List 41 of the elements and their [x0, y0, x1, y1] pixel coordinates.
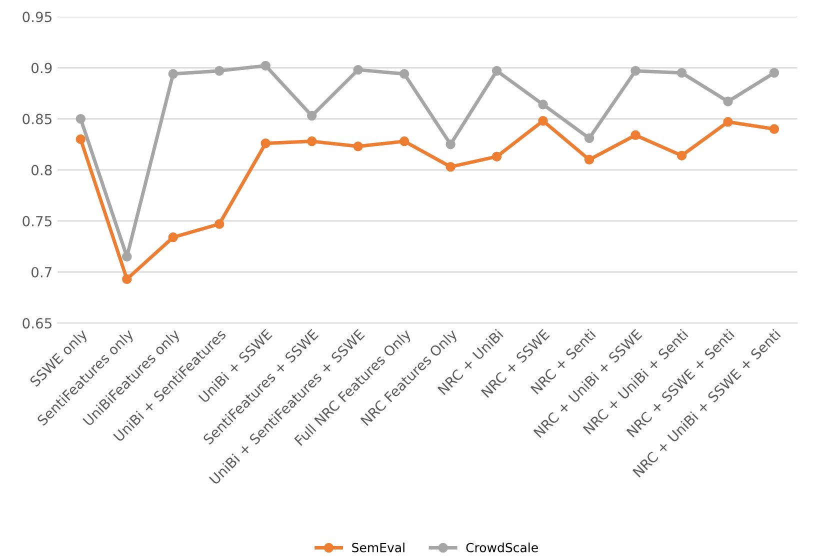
y-tick-label: 0.85 — [22, 114, 52, 124]
point — [630, 66, 640, 76]
point — [76, 114, 86, 124]
point — [723, 96, 733, 106]
point — [446, 139, 456, 150]
legend-label: SemEval — [352, 542, 404, 552]
point — [353, 64, 363, 75]
y-tick-label: 0.9 — [32, 62, 52, 74]
y-tick-label: 0.65 — [22, 318, 52, 329]
point — [214, 66, 224, 76]
point — [122, 274, 132, 284]
legend-label: CrowdScale — [466, 542, 538, 552]
point — [353, 142, 363, 152]
point — [630, 130, 640, 140]
point — [76, 134, 86, 144]
point — [168, 69, 178, 79]
point — [260, 138, 270, 148]
point — [168, 232, 178, 242]
point — [399, 69, 410, 79]
point — [260, 60, 270, 71]
point — [306, 110, 317, 121]
point — [584, 154, 594, 165]
point — [214, 219, 224, 229]
y-tick-label: 0.95 — [22, 12, 52, 22]
point — [723, 117, 733, 127]
y-tick-label: 0.75 — [22, 216, 52, 226]
y-tick-label: 0.8 — [32, 164, 52, 176]
point — [492, 152, 502, 162]
point — [538, 100, 548, 110]
point — [399, 136, 410, 146]
point — [122, 252, 132, 262]
point — [769, 68, 780, 78]
point — [306, 136, 317, 146]
point — [538, 116, 548, 126]
y-tick-label: 0.7 — [32, 266, 52, 278]
point — [676, 150, 687, 160]
point — [584, 133, 594, 144]
point — [676, 68, 687, 78]
point — [492, 66, 502, 76]
point — [769, 124, 780, 134]
point — [446, 162, 456, 172]
